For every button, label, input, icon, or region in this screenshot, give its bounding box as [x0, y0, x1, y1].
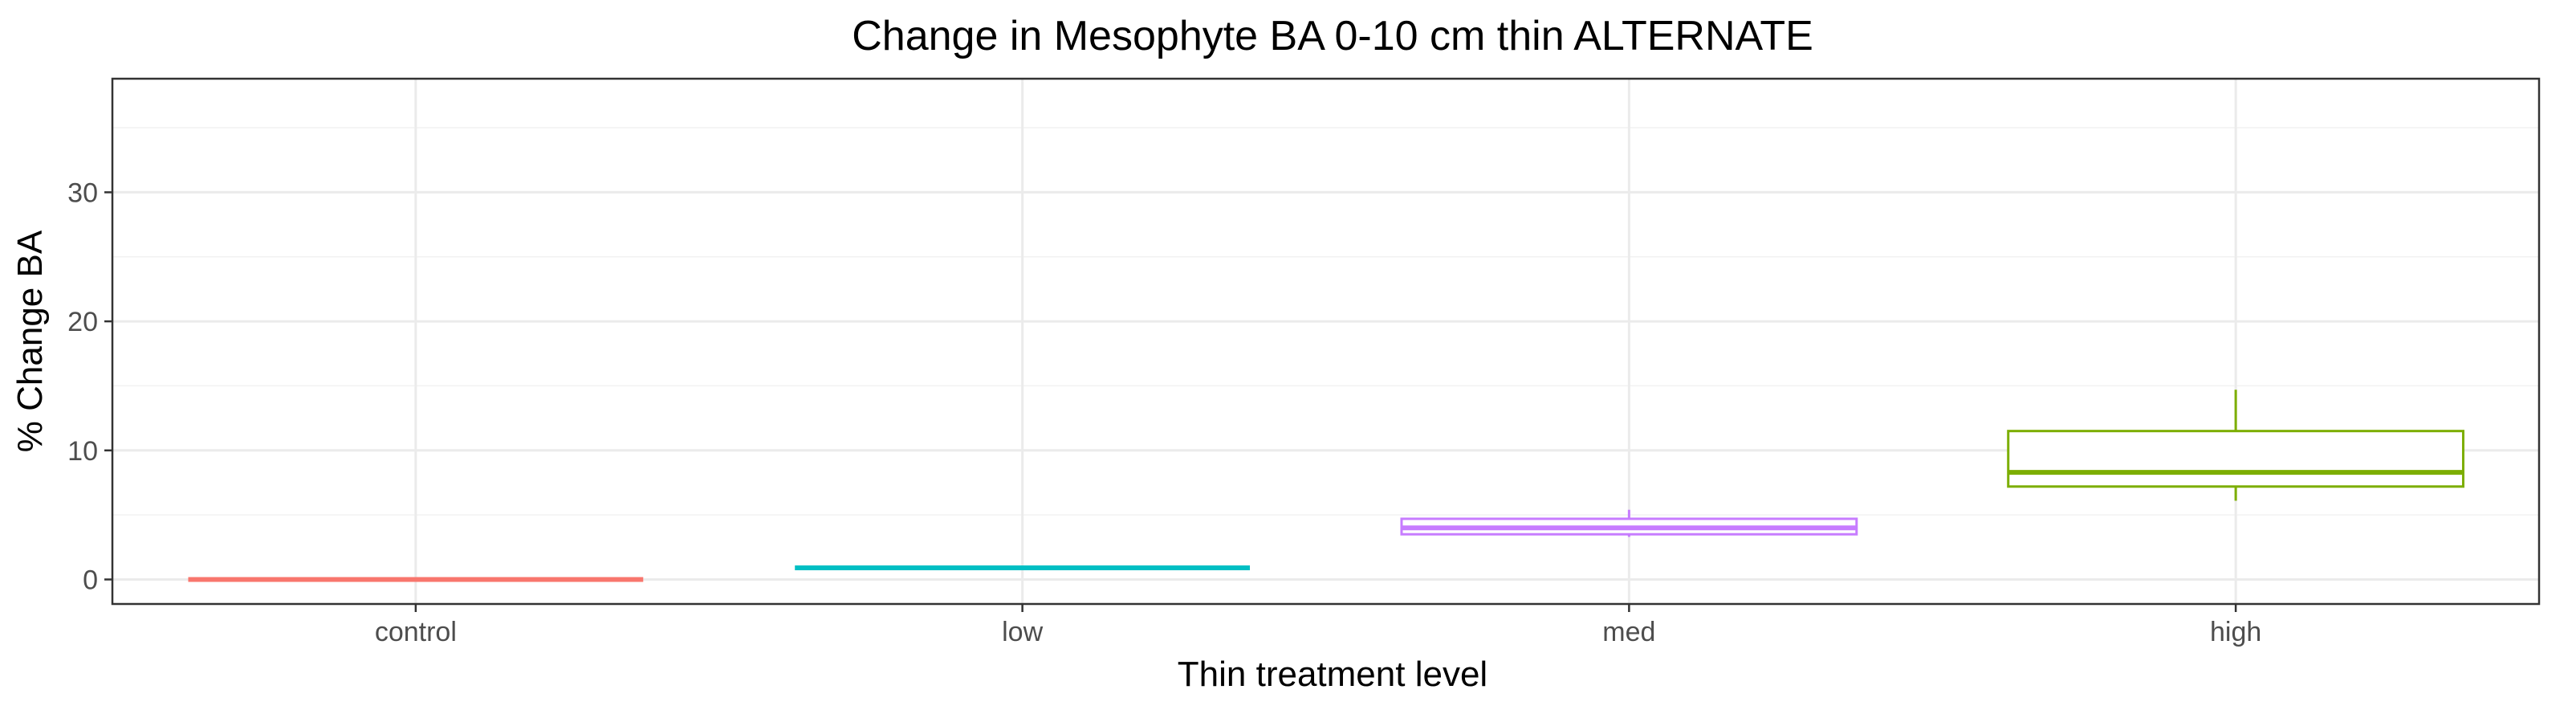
- chart-title: Change in Mesophyte BA 0-10 cm thin ALTE…: [852, 13, 1813, 59]
- y-tick-label: 0: [83, 565, 98, 595]
- plot-panel-border: [111, 77, 2541, 606]
- x-tick-label-control: control: [375, 617, 457, 647]
- x-axis-title: Thin treatment level: [1178, 655, 1487, 694]
- box-iqr-high: [2007, 430, 2465, 488]
- x-tick-label-med: med: [1602, 617, 1655, 647]
- box-med: [1400, 509, 1858, 537]
- x-tick-label-low: low: [1002, 617, 1043, 647]
- tick-layer: 0 10 20 30 control low med high: [67, 178, 2261, 647]
- y-tick-label: 20: [67, 307, 98, 337]
- y-tick-label: 30: [67, 178, 98, 208]
- box-high: [2007, 390, 2465, 501]
- y-axis-title: % Change BA: [10, 230, 50, 452]
- plot-panel: [112, 79, 2539, 604]
- y-tick-label: 10: [67, 436, 98, 467]
- x-tick-label-high: high: [2210, 617, 2261, 647]
- box-layer: [188, 390, 2465, 582]
